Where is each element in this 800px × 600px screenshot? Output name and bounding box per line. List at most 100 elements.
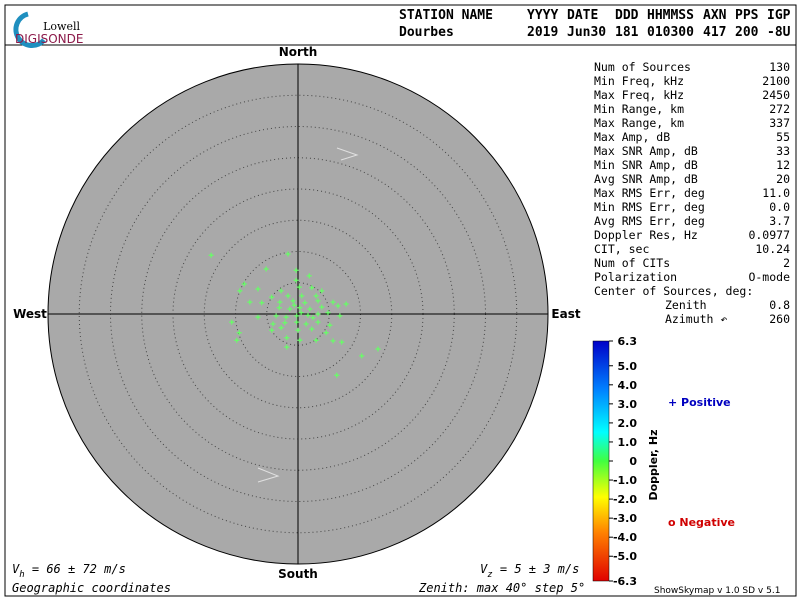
source-point xyxy=(315,319,321,325)
colorbar-tick-label: -5.0 xyxy=(613,550,637,563)
stat-label: Center of Sources, deg: xyxy=(594,284,753,298)
colorbar-tick-label: 2.0 xyxy=(618,417,638,430)
source-point xyxy=(287,306,293,312)
header-value: -8U xyxy=(767,25,791,40)
stat-value: 0.8 xyxy=(769,298,790,312)
header-value: 2019 xyxy=(527,25,558,40)
source-point xyxy=(285,251,291,257)
colorbar-tick-label: 5.0 xyxy=(618,360,638,373)
source-point xyxy=(293,267,299,273)
header-label: DDD xyxy=(615,8,639,23)
source-point xyxy=(208,252,214,258)
stat-value: 260 xyxy=(769,312,790,326)
stat-label: Avg RMS Err, deg xyxy=(594,214,705,228)
source-point xyxy=(359,353,365,359)
source-point xyxy=(294,313,300,319)
source-point xyxy=(283,314,289,320)
stat-value: 0.0 xyxy=(769,200,790,214)
stat-value: 2 xyxy=(783,256,790,270)
stat-value: 33 xyxy=(776,144,790,158)
direction-marker xyxy=(336,147,359,161)
source-point xyxy=(247,299,253,305)
source-point xyxy=(291,302,297,308)
source-point xyxy=(298,310,304,316)
source-point xyxy=(278,288,284,294)
frame xyxy=(4,4,797,597)
source-point xyxy=(296,284,302,290)
header-label: DATE xyxy=(567,8,598,23)
source-point xyxy=(290,298,296,304)
colorbar-tick-label: -1.0 xyxy=(613,474,637,487)
colorbar-tick-label: -4.0 xyxy=(613,531,637,544)
source-point xyxy=(241,281,247,287)
source-point xyxy=(270,321,276,327)
source-point xyxy=(294,319,300,325)
source-point xyxy=(319,304,325,310)
legend-positive: + Positive xyxy=(668,396,731,409)
source-point xyxy=(299,293,305,299)
stat-value: 20 xyxy=(776,172,790,186)
stat-label: Num of Sources xyxy=(594,60,691,74)
source-point xyxy=(276,305,282,311)
source-point xyxy=(255,314,261,320)
source-point xyxy=(375,346,381,352)
stat-label: Zenith xyxy=(665,298,707,312)
source-point xyxy=(315,298,321,304)
colorbar-tick-label: -6.3 xyxy=(613,575,637,588)
stat-label: CIT, sec xyxy=(594,242,649,256)
stat-label: Polarization xyxy=(594,270,677,284)
source-point xyxy=(309,326,315,332)
source-point xyxy=(323,330,329,336)
header-value: 181 xyxy=(615,25,639,40)
source-point xyxy=(319,288,325,294)
compass-south: South xyxy=(278,567,318,581)
source-point xyxy=(307,306,313,312)
stat-value: 2100 xyxy=(762,74,790,88)
stat-value: 55 xyxy=(776,130,790,144)
source-point xyxy=(302,300,308,306)
compass-east: East xyxy=(551,307,580,321)
header-label: HHMMSS xyxy=(647,8,694,23)
source-point xyxy=(313,337,319,343)
colorbar-tick-label: 3.0 xyxy=(618,398,638,411)
stat-label: Max SNR Amp, dB xyxy=(594,144,698,158)
source-point xyxy=(335,303,341,309)
source-point xyxy=(309,285,315,291)
stat-label: Max Range, km xyxy=(594,116,684,130)
source-point xyxy=(273,313,279,319)
stat-value: 2450 xyxy=(762,88,790,102)
stat-value: 130 xyxy=(769,60,790,74)
source-point xyxy=(339,339,345,345)
source-point xyxy=(297,305,303,311)
header-label: STATION NAME xyxy=(399,8,493,23)
source-point xyxy=(284,344,290,350)
vz-text: Vz = 5 ± 3 m/s xyxy=(480,562,579,580)
header-value: Jun30 xyxy=(567,25,606,40)
header-label: AXN xyxy=(703,8,727,23)
compass-north: North xyxy=(279,45,317,59)
stat-label: Num of CITs xyxy=(594,256,670,270)
colorbar-label: Doppler, Hz xyxy=(647,429,660,500)
source-point xyxy=(236,330,242,336)
source-point xyxy=(284,335,290,341)
header-label: PPS xyxy=(735,8,759,23)
source-point xyxy=(330,299,336,305)
stat-value: 10.24 xyxy=(755,242,790,256)
vh-text: Vh = 66 ± 72 m/s xyxy=(12,562,126,580)
colorbar-tick-label: 6.3 xyxy=(618,335,638,348)
stat-value: 337 xyxy=(769,116,790,130)
source-point xyxy=(285,293,291,299)
source-point xyxy=(278,325,284,331)
colorbar-tick-label: 0 xyxy=(629,455,637,468)
stat-label: Min Range, km xyxy=(594,102,684,116)
header-label: YYYY xyxy=(527,8,558,23)
header-value: 200 xyxy=(735,25,759,40)
header-label: IGP xyxy=(767,8,791,23)
source-point xyxy=(277,299,283,305)
source-point xyxy=(325,310,331,316)
source-point xyxy=(255,286,261,292)
legend-negative: o Negative xyxy=(668,516,735,529)
stat-label: Azimuth ↶ xyxy=(665,312,727,326)
source-point xyxy=(306,273,312,279)
